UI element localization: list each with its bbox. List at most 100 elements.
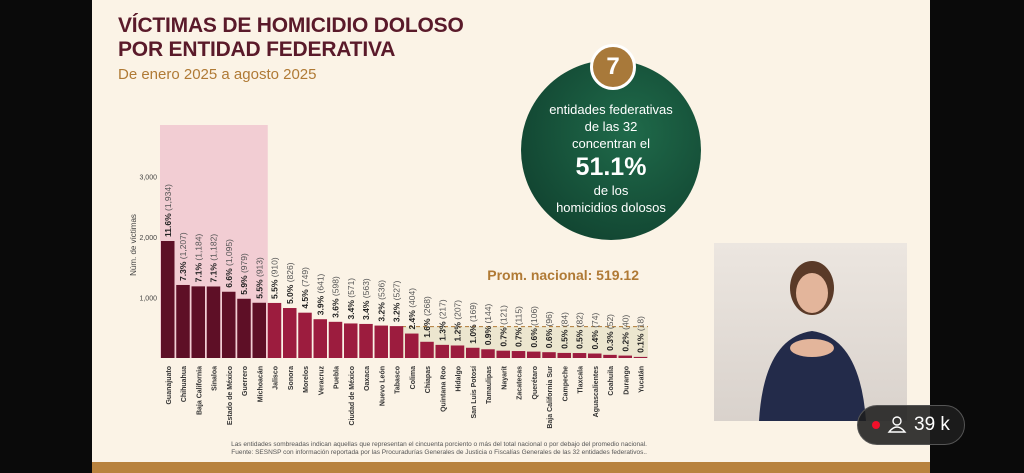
- value-label: 1.0% (169): [468, 302, 478, 344]
- category-label: Campeche: [562, 366, 569, 402]
- category-label: Morelos: [303, 366, 310, 393]
- bar: [206, 286, 221, 358]
- bar: [572, 353, 587, 358]
- value-label: 0.4% (74): [590, 312, 600, 349]
- value-label: 7.3% (1,207): [178, 232, 188, 281]
- value-label: 6.6% (1,095): [224, 239, 234, 288]
- average-label: Prom. nacional: 519.12: [487, 267, 639, 283]
- value-label: 0.9% (144): [483, 304, 493, 346]
- category-label: Querétaro: [532, 366, 539, 399]
- value-label: 1.2% (207): [453, 300, 463, 342]
- category-label: Aguascalientes: [593, 366, 600, 417]
- viewer-count: 39 k: [914, 414, 950, 435]
- bar: [618, 355, 632, 358]
- value-label: 1.6% (268): [422, 296, 432, 338]
- bar: [359, 323, 373, 358]
- value-label: 3.9% (641): [315, 273, 325, 315]
- title-line-2: POR ENTIDAD FEDERATIVA: [118, 38, 396, 61]
- highlight-number-badge: 7: [590, 44, 636, 90]
- bar: [222, 291, 236, 358]
- y-tick-label: 3,000: [139, 175, 157, 182]
- bar: [450, 345, 465, 358]
- bar: [252, 302, 266, 358]
- value-label: 5.5% (913): [254, 257, 264, 299]
- category-label: Tabasco: [395, 366, 402, 394]
- value-label: 0.7% (115): [514, 306, 524, 347]
- category-label: Baja California: [196, 366, 203, 415]
- subtitle: De enero 2025 a agosto 2025: [118, 66, 317, 83]
- value-label: 0.7% (121): [498, 305, 508, 347]
- category-label: Colima: [410, 366, 417, 389]
- bar: [496, 350, 510, 358]
- bar: [161, 240, 175, 358]
- value-label: 0.3% (52): [605, 314, 615, 351]
- highlight-line1: entidades federativas: [549, 102, 673, 117]
- value-label: 0.5% (84): [559, 312, 569, 349]
- category-label: Tlaxcala: [578, 366, 585, 394]
- bar: [389, 326, 404, 358]
- bar: [633, 356, 648, 358]
- category-label: Puebla: [334, 366, 341, 389]
- title-line-1: VÍCTIMAS DE HOMICIDIO DOLOSO: [118, 14, 464, 37]
- highlight-line3: concentran el: [571, 136, 651, 151]
- highlight-circle: entidades federativas de las 32 concentr…: [521, 60, 701, 240]
- bar: [405, 333, 419, 358]
- bar: [283, 308, 297, 358]
- bar: [313, 319, 327, 358]
- bar: [176, 284, 190, 358]
- category-label: Jalisco: [273, 366, 280, 390]
- value-label: 5.5% (910): [270, 257, 280, 299]
- value-label: 3.4% (571): [346, 278, 356, 320]
- interpreter-figure: [759, 261, 866, 421]
- y-axis-label: Núm. de víctimas: [129, 214, 138, 276]
- value-label: 3.6% (598): [331, 276, 341, 318]
- footer-strip: [92, 462, 930, 473]
- value-label: 0.5% (82): [575, 312, 585, 349]
- category-label: Veracruz: [318, 366, 325, 396]
- highlight-line5: homicidios dolosos: [556, 200, 666, 215]
- category-label: Nuevo León: [379, 366, 386, 406]
- bar: [267, 302, 282, 358]
- person-icon: [887, 416, 907, 433]
- bar: [481, 349, 495, 358]
- value-label: 5.0% (826): [285, 262, 295, 304]
- bar: [328, 321, 343, 358]
- category-label: Chihuahua: [181, 366, 188, 402]
- category-label: Sinaloa: [212, 366, 219, 391]
- category-label: Coahuila: [608, 366, 615, 396]
- highlight-value: 51.1%: [575, 153, 647, 181]
- highlight-line4: de los: [593, 183, 629, 198]
- value-label: 7.1% (1,182): [209, 234, 219, 283]
- category-label: Chiapas: [425, 366, 432, 393]
- category-label: Yucatán: [639, 366, 646, 393]
- category-label: San Luis Potosí: [471, 365, 478, 419]
- value-label: 0.2% (40): [620, 315, 630, 352]
- bar: [557, 352, 571, 358]
- footnote-shading: Las entidades sombreadas indican aquella…: [231, 441, 647, 448]
- category-label: Zacatecas: [517, 366, 524, 400]
- sign-language-interpreter-video: [714, 243, 907, 421]
- value-label: 1.3% (217): [437, 299, 447, 341]
- bar: [374, 325, 388, 358]
- value-label: 5.9% (979): [239, 253, 249, 295]
- value-label: 4.5% (749): [300, 267, 310, 309]
- bar: [466, 347, 480, 358]
- category-label: Estado de México: [227, 366, 234, 425]
- category-label: Guanajuato: [166, 366, 173, 405]
- value-label: 3.2% (536): [376, 280, 386, 322]
- value-label: 3.2% (527): [392, 280, 402, 322]
- category-label: Oaxaca: [364, 366, 371, 391]
- bar: [588, 353, 602, 358]
- value-label: 0.1% (18): [636, 316, 646, 353]
- bar: [435, 344, 449, 358]
- bar: [191, 286, 205, 358]
- value-label: 11.6% (1,934): [163, 184, 173, 237]
- y-tick-label: 1,000: [139, 296, 157, 303]
- category-label: Quintana Roo: [440, 366, 447, 412]
- bar: [420, 341, 434, 358]
- bar: [603, 354, 617, 358]
- value-label: 3.4% (563): [361, 278, 371, 320]
- value-label: 0.6% (96): [544, 311, 554, 348]
- viewer-count-badge: 39 k: [857, 405, 965, 445]
- category-label: Ciudad de México: [349, 366, 356, 426]
